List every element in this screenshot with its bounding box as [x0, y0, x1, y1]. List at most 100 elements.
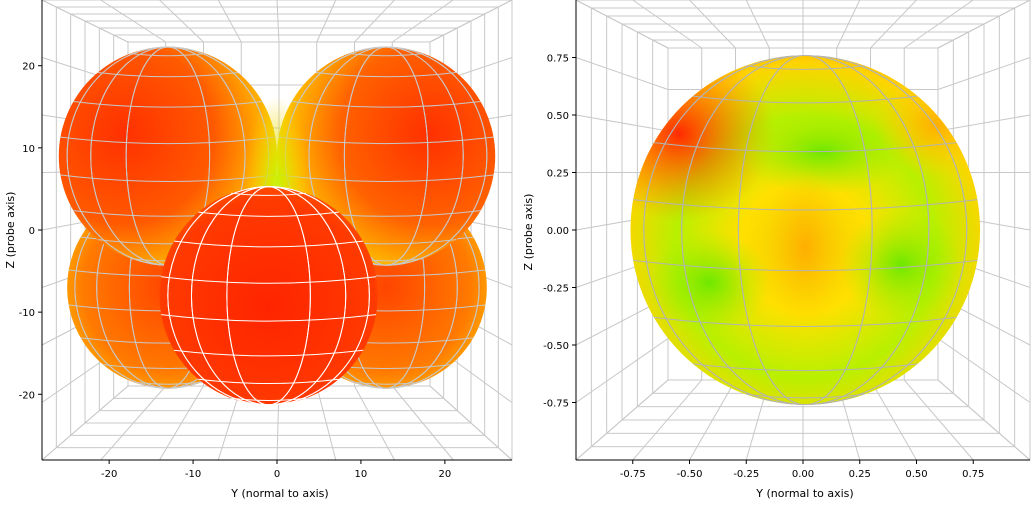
- depth-gridline: [354, 0, 395, 43]
- depth-gridline: [575, 0, 669, 49]
- y-axis-label: Z (probe axis): [4, 192, 17, 269]
- depth-gridline: [632, 0, 703, 49]
- longitude-line: [643, 55, 968, 405]
- x-tick-label: -20: [101, 469, 117, 480]
- surface: [630, 55, 981, 405]
- y-tick-label: 10: [22, 144, 35, 155]
- depth-gridline: [159, 385, 204, 461]
- depth-gridline: [391, 385, 454, 461]
- x-tick-label: 0.75: [962, 469, 984, 480]
- longitude-line: [737, 55, 873, 405]
- chart-left: -20 -10 0 10 20 20 10 0 -10 -20 Y (normal to axis…: [0, 0, 517, 506]
- y-tick-label: -0.75: [543, 399, 569, 410]
- depth-gridline: [937, 57, 1031, 90]
- y-axis-label: Z (probe axis): [522, 194, 535, 271]
- latitude-line: [291, 101, 481, 108]
- orange-patch: [761, 168, 849, 327]
- x-tick-label: 0: [274, 469, 280, 480]
- depth-gridline: [316, 0, 337, 43]
- depth-gridline: [100, 0, 167, 43]
- latitude-line: [745, 65, 866, 70]
- latitude-line: [161, 276, 377, 284]
- x-tick-label: 0.00: [792, 469, 814, 480]
- depth-gridline: [575, 114, 669, 132]
- x-tick-label: 0.25: [849, 469, 871, 480]
- y-tick-label: 0.25: [547, 169, 569, 180]
- depth-gridline: [870, 0, 917, 49]
- latitude-line: [745, 393, 866, 399]
- latitude-line: [231, 397, 306, 401]
- longitude-line: [681, 55, 930, 405]
- latitude-line: [692, 95, 918, 104]
- depth-gridline: [159, 0, 204, 43]
- depth-gridline: [575, 57, 669, 90]
- depth-gridline: [903, 0, 974, 49]
- depth-gridline: [689, 0, 736, 49]
- y-tick-label: -20: [19, 390, 35, 401]
- depth-gridline: [937, 379, 1031, 461]
- depth-gridline: [689, 379, 736, 461]
- y-tick-label: 0: [29, 226, 35, 237]
- depth-gridline: [836, 0, 861, 49]
- latitude-line: [97, 71, 239, 78]
- orange-patch: [875, 72, 981, 178]
- latitude-line: [633, 259, 978, 272]
- x-tick-label: -0.25: [733, 469, 759, 480]
- depth-gridline: [316, 385, 337, 461]
- chart-right-svg: -0.75 -0.50 -0.25 0.00 0.25 0.50 0.75 0.75 0.50 0…: [522, 0, 1031, 500]
- chart-left-svg: -20 -10 0 10 20 20 10 0 -10 -20 Y (normal to axis…: [4, 0, 513, 500]
- latitude-line: [231, 192, 306, 196]
- depth-gridline: [41, 385, 129, 461]
- latitude-line: [315, 71, 457, 78]
- latitude-line: [692, 363, 918, 372]
- axes: -20 -10 0 10 20 20 10 0 -10 -20: [19, 0, 512, 480]
- x-tick-label: -0.75: [620, 469, 646, 480]
- mesh: [161, 186, 377, 406]
- depth-gridline: [276, 0, 280, 43]
- latitude-line: [351, 381, 421, 385]
- x-axis-label: Y (normal to axis): [230, 487, 328, 500]
- x-tick-label: 0.50: [905, 469, 927, 480]
- chart-right: -0.75 -0.50 -0.25 0.00 0.25 0.50 0.75 0.75 0.50 0…: [518, 0, 1035, 506]
- y-tick-label: 0.00: [547, 226, 569, 237]
- depth-gridline: [429, 0, 513, 43]
- surface: [58, 46, 496, 406]
- depth-gridline: [217, 0, 242, 43]
- depth-gridline: [41, 0, 129, 43]
- depth-gridline: [391, 0, 454, 43]
- mesh: [633, 55, 978, 405]
- depth-gridline: [937, 114, 1031, 132]
- y-tick-label: 0.75: [547, 54, 569, 65]
- latitude-line: [653, 316, 957, 327]
- latitude-line: [174, 349, 364, 357]
- latitude-line: [348, 53, 424, 57]
- latitude-line: [633, 199, 978, 211]
- depth-gridline: [100, 385, 167, 461]
- depth-gridline: [937, 338, 1031, 403]
- green-patch: [840, 209, 963, 321]
- x-tick-label: 10: [355, 469, 368, 480]
- x-axis-label: Y (normal to axis): [755, 487, 853, 500]
- latitude-line: [198, 211, 339, 217]
- latitude-line: [653, 142, 957, 153]
- latitude-line: [198, 378, 339, 385]
- green-patch: [647, 230, 771, 335]
- depth-gridline: [575, 379, 669, 461]
- x-tick-label: -10: [185, 469, 201, 480]
- x-tick-label: 20: [438, 469, 451, 480]
- y-tick-label: 20: [22, 62, 35, 73]
- depth-gridline: [870, 379, 917, 461]
- depth-gridline: [745, 0, 770, 49]
- latitude-line: [133, 381, 203, 385]
- lobe-front: [159, 186, 378, 405]
- depth-gridline: [575, 338, 669, 403]
- latitude-line: [73, 101, 263, 108]
- latitude-line: [174, 240, 364, 248]
- depth-gridline: [354, 385, 395, 461]
- latitude-line: [130, 53, 206, 57]
- depth-gridline: [903, 379, 974, 461]
- axes: -0.75 -0.50 -0.25 0.00 0.25 0.50 0.75 0.75 0.50 0…: [543, 0, 1030, 480]
- longitude-line: [167, 186, 370, 406]
- depth-gridline: [937, 0, 1031, 49]
- x-tick-label: -0.50: [677, 469, 703, 480]
